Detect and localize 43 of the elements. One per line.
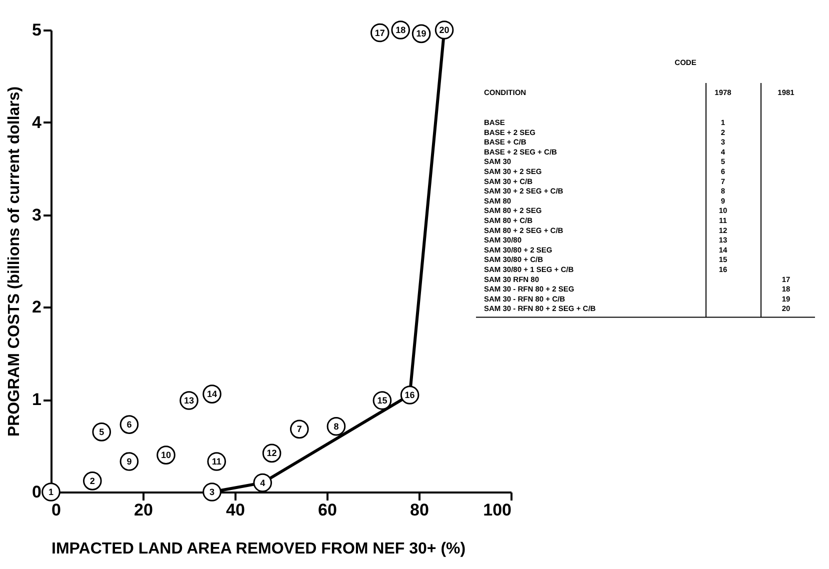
x-tick-label: 20	[134, 500, 153, 520]
annotation: 2	[90, 476, 95, 486]
annotation: 15	[377, 396, 388, 406]
point	[82, 472, 102, 490]
point	[202, 482, 222, 502]
point	[120, 452, 139, 471]
point	[326, 417, 346, 436]
point	[92, 422, 112, 442]
y-tick-label: 2	[32, 298, 42, 317]
annotation: 6	[126, 420, 132, 430]
y-tick-label: 0	[32, 482, 42, 502]
annotation: 16	[404, 390, 415, 400]
y-tick-label: 3	[32, 205, 42, 224]
x-tick-label: 40	[226, 500, 245, 520]
y-tick-label: 4	[32, 112, 42, 132]
annotation: 11	[212, 456, 222, 467]
annotation: 12	[266, 448, 277, 458]
annotation: 10	[160, 450, 172, 460]
annotation: 4	[260, 478, 266, 488]
annotation: 19	[416, 28, 426, 39]
y-axis-title: PROGRAM COSTS (billions of current dollars)	[6, 86, 24, 437]
annotation: 18	[396, 25, 406, 35]
point	[42, 482, 60, 502]
annotation: 14	[206, 389, 218, 400]
x-tick-label: 60	[318, 500, 337, 520]
annotation: 20	[439, 25, 450, 35]
point	[253, 473, 272, 492]
point	[120, 415, 139, 434]
annotation: 5	[99, 426, 104, 437]
annotation: 8	[334, 421, 339, 432]
annotation: 1	[48, 487, 54, 497]
annotation: 9	[126, 456, 132, 467]
x-tick-label: 80	[410, 500, 429, 520]
annotation: 17	[374, 28, 385, 38]
annotation: 3	[209, 487, 215, 497]
y-tick-label: 5	[32, 20, 42, 40]
x-tick-label: 0	[52, 500, 61, 520]
x-tick-label: 100	[483, 500, 512, 520]
annotation: 7	[296, 424, 302, 434]
y-tick-label: 1	[32, 390, 42, 410]
annotation: 13	[184, 396, 194, 406]
point	[290, 420, 309, 439]
x-axis-title: IMPACTED LAND AREA REMOVED FROM NEF 30+ (%)	[52, 540, 466, 558]
